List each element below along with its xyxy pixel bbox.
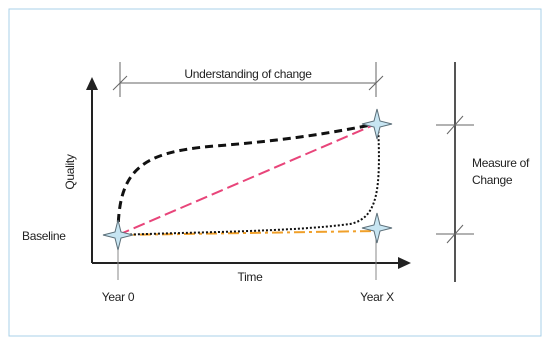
- y-axis-arrowhead: [86, 77, 98, 90]
- x-axis-arrowhead: [398, 257, 411, 269]
- understanding-of-change-label: Understanding of change: [184, 67, 312, 81]
- measure-of-change-label-line2: Change: [472, 173, 513, 187]
- x-axis-label: Time: [237, 270, 263, 284]
- measure-of-change-label-line1: Measure of: [472, 156, 530, 170]
- curve-pink-dashed: [118, 124, 376, 235]
- frame-border: [9, 9, 541, 336]
- chart-axes: [92, 86, 402, 263]
- y-axis-label: Quality: [63, 154, 77, 190]
- star-marker-icon: [103, 220, 133, 250]
- year0-label: Year 0: [102, 290, 135, 304]
- star-marker-icon: [362, 109, 392, 139]
- star-marker-icon: [362, 213, 392, 243]
- baseline-label: Baseline: [22, 229, 66, 243]
- yearx-label: Year X: [360, 290, 394, 304]
